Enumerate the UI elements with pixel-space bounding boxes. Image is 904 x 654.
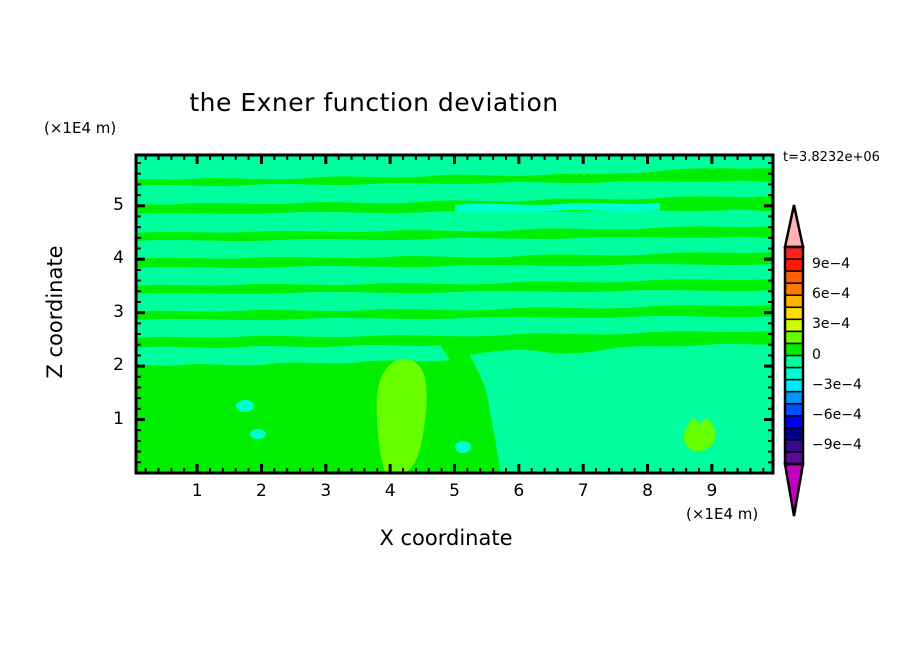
colorbar-over-arrow: [783, 204, 805, 249]
contour-field: [136, 155, 773, 473]
x-axis-title: X coordinate: [0, 526, 904, 550]
contour-pocket-cyan-a: [236, 400, 254, 412]
colorbar-band[interactable]: [784, 306, 804, 321]
colorbar-band[interactable]: [784, 246, 804, 261]
colorbar-under-arrow: [783, 462, 805, 517]
y-tick-label: 5: [113, 194, 124, 215]
colorbar-band[interactable]: [784, 294, 804, 309]
axis-tick-marks: [136, 155, 773, 473]
chart-title-text: the Exner function deviation: [189, 88, 559, 117]
contour-region-spring-lower-mid: [136, 345, 450, 366]
colorbar-band[interactable]: [784, 258, 804, 273]
contour-band-spring-4: [136, 236, 773, 259]
y-tick-label: 3: [113, 301, 124, 322]
x-tick-label: 4: [384, 481, 396, 501]
y-tick-label: 1: [113, 408, 124, 429]
colorbar-band[interactable]: [784, 342, 804, 357]
page-title: the Exner function deviation: [0, 88, 904, 117]
colorbar-band[interactable]: [784, 414, 804, 430]
colorbar-band[interactable]: [784, 330, 804, 345]
contour-streak-teal-upper: [455, 203, 660, 213]
y-tick-label: 4: [113, 248, 124, 269]
colorbar[interactable]: [783, 204, 805, 517]
y-tick-label: 2: [113, 355, 124, 376]
x-axis-unit-label: (×1E4 m): [686, 505, 759, 523]
contour-band-spring-5: [136, 264, 773, 286]
colorbar-border: [783, 245, 805, 466]
x-tick-label: 8: [642, 481, 653, 501]
colorbar-band[interactable]: [784, 366, 804, 382]
colorbar-band[interactable]: [784, 402, 804, 418]
x-axis-title-text: X coordinate: [379, 526, 513, 550]
contour-band-spring-7: [136, 316, 773, 338]
colorbar-tick-label: −3e−4: [812, 376, 862, 393]
colorbar-band[interactable]: [784, 378, 804, 394]
colorbar-tick-label: −9e−4: [812, 436, 862, 453]
time-annotation: t=3.8232e+06: [783, 150, 880, 165]
colorbar-band[interactable]: [784, 354, 804, 369]
contour-region-spring-lower-right: [470, 343, 773, 473]
colorbar-tick-label: −6e−4: [812, 406, 862, 423]
x-tick-label: 2: [256, 481, 267, 501]
colorbar-band[interactable]: [784, 427, 804, 442]
x-tick-label: 7: [577, 481, 589, 501]
colorbar-tick-label: 9e−4: [812, 256, 851, 273]
contour-pocket-cyan-c: [455, 441, 471, 453]
contour-band-spring-6: [136, 290, 773, 312]
x-tick-label: 6: [513, 481, 525, 501]
y-axis-unit-label: (×1E4 m): [44, 119, 117, 137]
colorbar-band[interactable]: [784, 282, 804, 297]
contour-band-spring-3: [136, 209, 773, 233]
colorbar-tick-label: 6e−4: [812, 286, 851, 303]
contour-blob-chartreuse-x87: [683, 418, 716, 452]
colorbar-band[interactable]: [784, 451, 804, 466]
colorbar-band[interactable]: [784, 318, 804, 333]
colorbar-band[interactable]: [784, 439, 804, 454]
x-tick-label: 1: [191, 481, 203, 501]
contour-band-spring-2: [136, 180, 773, 205]
colorbar-tick-label: 3e−4: [812, 316, 851, 333]
contour-plume-chartreuse-x4: [376, 358, 427, 473]
x-tick-label: 5: [449, 481, 460, 501]
x-tick-label: 3: [320, 481, 332, 501]
contour-pocket-cyan-b: [250, 429, 266, 439]
contour-band-spring-1: [136, 155, 773, 180]
colorbar-band[interactable]: [784, 390, 804, 406]
colorbar-tick-label: 0: [812, 346, 821, 363]
x-tick-label: 9: [706, 481, 718, 501]
colorbar-band[interactable]: [784, 270, 804, 285]
